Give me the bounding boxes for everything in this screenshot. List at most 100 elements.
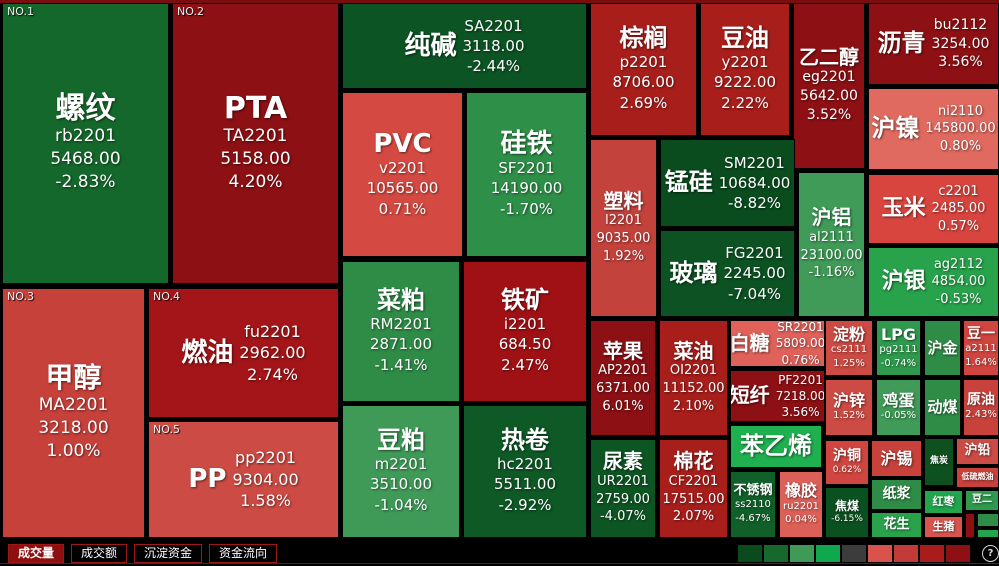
instrument-change: 2.10%	[672, 398, 715, 414]
instrument-contract: i2201	[503, 315, 547, 334]
instrument-contract: a2111	[965, 343, 997, 355]
treemap-cell-low-sulfur-fuel-oil[interactable]: 低硫燃油	[956, 467, 999, 488]
instrument-name: 沪铅	[964, 443, 991, 459]
treemap-cell-lead[interactable]: 沪铅	[956, 438, 999, 465]
instrument-price: 2962.00	[239, 343, 306, 363]
treemap-cell-tiny-1[interactable]	[965, 513, 975, 538]
help-icon[interactable]: ?	[982, 544, 999, 562]
instrument-change: 3.56%	[781, 405, 820, 420]
instrument-name: 苯乙烯	[740, 431, 812, 460]
instrument-contract: SF2201	[498, 159, 555, 178]
treemap-cell-short-fiber[interactable]: 短纤 PF2201 7218.00 3.56%	[730, 370, 825, 422]
treemap-cell-soda-ash[interactable]: 纯碱 SA2201 3118.00 -2.44%	[342, 3, 587, 89]
instrument-change: -6.15%	[831, 513, 863, 524]
instrument-contract: y2201	[721, 53, 769, 72]
treemap-cell-rapeseed-oil[interactable]: 菜油 OI2201 11152.00 2.10%	[659, 320, 728, 436]
treemap-cell-thermal-coal[interactable]: 动煤	[924, 379, 961, 436]
instrument-name: 沪锡	[880, 448, 913, 468]
treemap-cell-peanut[interactable]: 花生	[871, 512, 922, 538]
treemap-cell-ferrosilicon[interactable]: 硅铁 SF2201 14190.00 -1.70%	[466, 92, 587, 257]
treemap-cell-styrene[interactable]: 苯乙烯	[730, 425, 822, 468]
treemap-cell-stainless-steel[interactable]: 不锈钢 ss2110 -4.67%	[730, 471, 776, 538]
treemap-cell-coking-coal[interactable]: 焦煤 -6.15%	[825, 487, 869, 538]
tab-volume[interactable]: 成交量	[8, 543, 65, 563]
treemap-cell-ethylene-glycol[interactable]: 乙二醇 eg2201 5642.00 3.52%	[793, 3, 865, 169]
treemap-cell-rubber[interactable]: 橡胶 ru2201 0.04%	[779, 471, 823, 538]
treemap-cell-urea[interactable]: 尿素 UR2201 2759.00 -4.07%	[590, 439, 656, 538]
instrument-name: 乙二醇	[799, 44, 859, 69]
instrument-change: -4.67%	[735, 512, 771, 524]
tab-turnover[interactable]: 成交额	[71, 543, 128, 563]
treemap-cell-tiny-3[interactable]	[977, 529, 999, 538]
treemap-cell-copper[interactable]: 沪铜 0.62%	[825, 440, 869, 485]
treemap-cell-manganese-silicon[interactable]: 锰硅 SM2201 10684.00 -8.82%	[660, 139, 795, 227]
instrument-change: -2.44%	[466, 57, 521, 76]
tab-fund-flow[interactable]: 资金流向	[209, 543, 278, 563]
treemap-cell-egg[interactable]: 鸡蛋 -0.05%	[876, 379, 921, 436]
treemap-cell-pp[interactable]: NO.5 PP pp2201 9304.00 1.58%	[148, 421, 339, 538]
treemap-cell-cotton[interactable]: 棉花 CF2201 17515.00 2.07%	[659, 439, 728, 538]
instrument-contract: ss2110	[735, 499, 771, 511]
instrument-change: 1.92%	[602, 248, 645, 264]
treemap-cell-plastic[interactable]: 塑料 l2201 9035.00 1.92%	[590, 139, 657, 317]
treemap-cell-soybean-a[interactable]: 豆一 a2111 1.64%	[963, 320, 999, 376]
treemap-cell-fuel-oil[interactable]: NO.4 燃油 fu2201 2962.00 2.74%	[148, 288, 339, 418]
instrument-name: 焦煤	[834, 498, 859, 513]
treemap-cell-sugar[interactable]: 白糖 SR2201 5809.00 0.76%	[730, 320, 825, 367]
treemap-cell-iron-ore[interactable]: 铁矿 i2201 684.50 2.47%	[463, 261, 587, 402]
treemap-cell-apple[interactable]: 苹果 AP2201 6371.00 6.01%	[590, 320, 656, 436]
treemap-cell-starch[interactable]: 淀粉 cs2111 1.25%	[825, 320, 873, 376]
treemap-cell-rebar[interactable]: NO.1 螺纹 rb2201 5468.00 -2.83%	[2, 3, 169, 284]
instrument-name: 锰硅	[664, 168, 713, 197]
treemap-cell-red-date[interactable]: 红枣	[924, 490, 963, 514]
legend-swatch	[946, 544, 970, 562]
instrument-change: -1.16%	[808, 265, 855, 281]
treemap-cell-gold[interactable]: 沪金	[924, 320, 961, 376]
treemap-cell-zinc[interactable]: 沪锌 1.52%	[825, 379, 873, 436]
bottom-divider	[0, 563, 999, 564]
instrument-price: 5468.00	[50, 149, 121, 170]
rank-label: NO.3	[7, 290, 34, 303]
instrument-price: 7218.00	[775, 388, 825, 403]
treemap-cell-nickel[interactable]: 沪镍 ni2110 145800.00 0.80%	[868, 88, 999, 170]
instrument-contract: OI2201	[669, 363, 718, 379]
treemap-cell-tiny-2[interactable]	[977, 513, 999, 527]
treemap-cell-palm-oil[interactable]: 棕榈 p2201 8706.00 2.69%	[590, 3, 697, 136]
treemap-cell-soybean-oil[interactable]: 豆油 y2201 9222.00 2.22%	[700, 3, 790, 136]
instrument-contract: m2201	[374, 455, 428, 474]
treemap-cell-tin[interactable]: 沪锡	[871, 440, 922, 477]
instrument-contract: ru2201	[783, 500, 819, 512]
treemap-cell-pvc[interactable]: PVC v2201 10565.00 0.71%	[342, 92, 463, 257]
instrument-name: 沪金	[927, 338, 958, 357]
treemap-cell-lpg[interactable]: LPG pg2111 -0.74%	[876, 320, 921, 376]
instrument-change: -0.05%	[880, 410, 917, 422]
instrument-name: 花生	[883, 516, 910, 532]
rank-label: NO.1	[7, 5, 34, 18]
treemap-cell-silver[interactable]: 沪银 ag2112 4854.00 -0.53%	[868, 247, 999, 317]
treemap-cell-corn[interactable]: 玉米 c2201 2485.00 0.57%	[868, 174, 999, 244]
instrument-contract: hc2201	[497, 455, 553, 474]
treemap-cell-hot-coil[interactable]: 热卷 hc2201 5511.00 -2.92%	[463, 405, 587, 538]
treemap-cell-pta[interactable]: NO.2 PTA TA2201 5158.00 4.20%	[172, 3, 339, 284]
treemap-cell-live-hog[interactable]: 生猪	[924, 516, 963, 538]
treemap-cell-soybean-meal[interactable]: 豆粕 m2201 3510.00 -1.04%	[342, 405, 460, 538]
rank-label: NO.2	[177, 5, 204, 18]
instrument-name: 硅铁	[500, 129, 553, 160]
treemap-cell-glass[interactable]: 玻璃 FG2201 2245.00 -7.04%	[660, 230, 795, 317]
treemap-cell-coke[interactable]: 焦炭	[924, 438, 954, 486]
treemap-cell-aluminum[interactable]: 沪铝 al2111 23100.00 -1.16%	[798, 172, 865, 317]
instrument-price: 684.50	[498, 335, 552, 354]
tab-deposited-funds[interactable]: 沉淀资金	[134, 543, 203, 563]
instrument-name: 生猪	[932, 520, 955, 534]
treemap-cell-soybean-b[interactable]: 豆二	[965, 490, 999, 511]
instrument-change: 0.71%	[378, 199, 427, 218]
treemap-cell-crude-oil[interactable]: 原油 2.43%	[963, 379, 999, 436]
treemap-cell-rapeseed-meal[interactable]: 菜粕 RM2201 2871.00 -1.41%	[342, 261, 460, 402]
treemap-cell-bitumen[interactable]: 沥青 bu2112 3254.00 3.56%	[868, 3, 999, 85]
instrument-price: 8706.00	[612, 73, 675, 92]
instrument-name: 原油	[967, 392, 995, 409]
treemap-cell-methanol[interactable]: NO.3 甲醇 MA2201 3218.00 1.00%	[2, 288, 145, 538]
instrument-price: 11152.00	[662, 381, 725, 397]
treemap-cell-pulp[interactable]: 纸浆	[871, 479, 922, 510]
